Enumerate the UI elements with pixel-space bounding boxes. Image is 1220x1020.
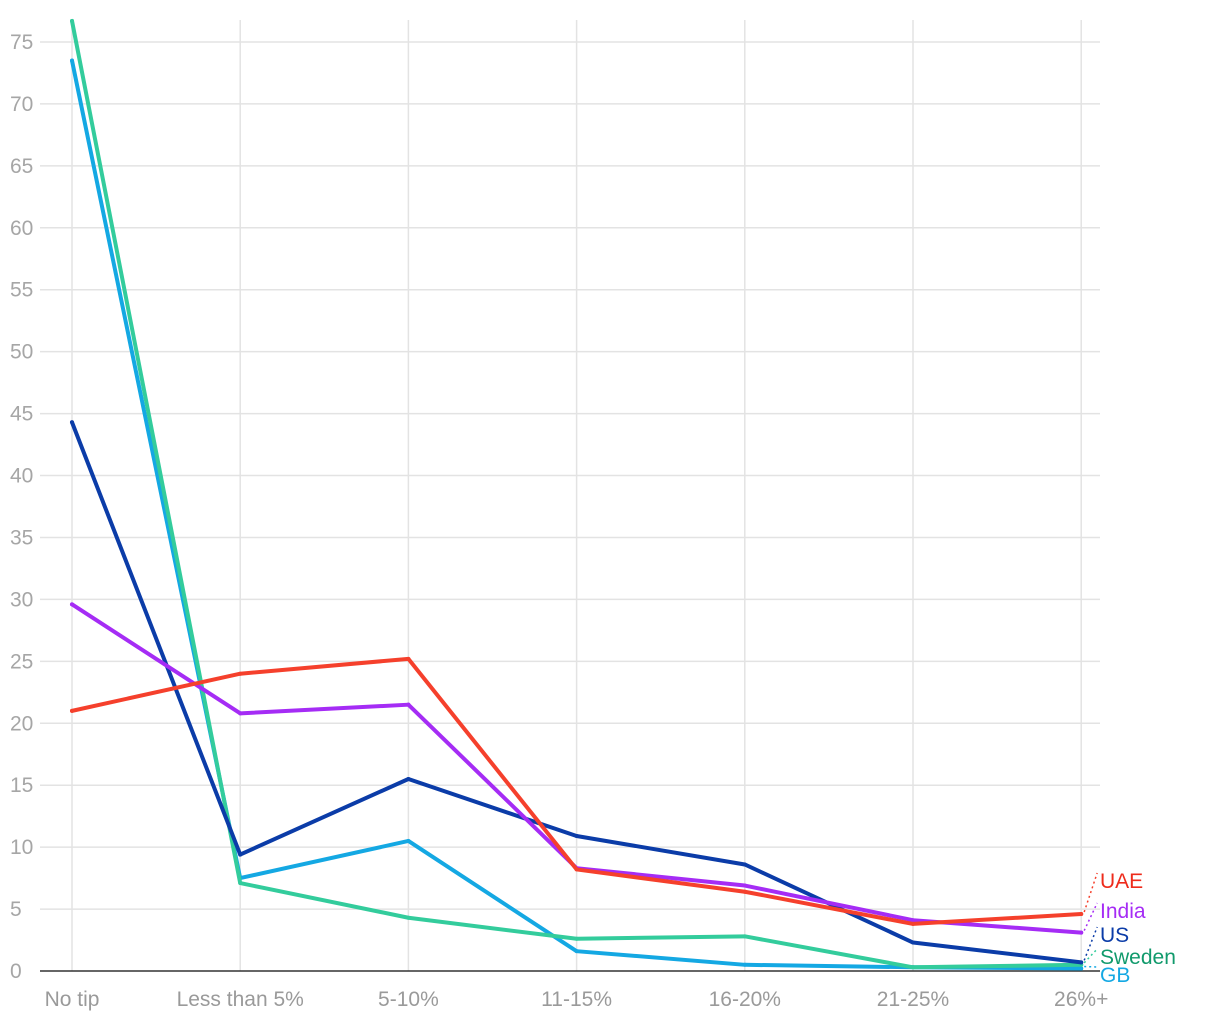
data-point-uae [406, 656, 411, 661]
data-point-uae [238, 671, 243, 676]
data-point-us [238, 852, 243, 857]
data-point-us [742, 862, 747, 867]
data-point-india [238, 711, 243, 716]
y-tick-label: 40 [10, 465, 33, 488]
x-tick-label: 21-25% [877, 988, 949, 1011]
label-leader-india [1083, 902, 1098, 931]
data-point-uae [742, 889, 747, 894]
data-point-uae [574, 867, 579, 872]
data-point-gb [406, 838, 411, 843]
y-tick-label: 45 [10, 403, 33, 426]
series-label-us: US [1100, 924, 1129, 947]
data-point-uae [911, 921, 915, 926]
gridlines [40, 20, 1100, 971]
data-point-sweden [574, 936, 579, 941]
y-tick-label: 10 [10, 836, 33, 859]
data-point-sweden [742, 934, 747, 939]
data-point-us [406, 777, 411, 782]
x-tick-label: 16-20% [709, 988, 781, 1011]
series-label-india: India [1100, 900, 1146, 923]
data-point-us [70, 420, 74, 425]
y-tick-label: 35 [10, 526, 33, 549]
y-tick-label: 50 [10, 341, 33, 364]
data-point-us [574, 833, 579, 838]
data-point-us [1079, 960, 1084, 965]
x-axis-ticks: No tip Less than 5% 5-10% 11-15% 16-20% 21-25… [45, 988, 1109, 1011]
x-tick-label: 11-15% [541, 988, 612, 1011]
data-point-gb [742, 962, 747, 967]
data-point-gb [574, 949, 579, 954]
data-point-sweden [911, 965, 915, 970]
x-tick-label: No tip [45, 988, 100, 1011]
data-point-us [911, 940, 915, 945]
y-tick-label: 25 [10, 650, 33, 673]
data-point-gb [1079, 966, 1084, 971]
label-leader-sweden [1083, 948, 1098, 964]
y-axis-ticks: 0 5 10 15 20 25 30 35 40 45 50 55 60 65 70 75 [10, 31, 33, 983]
data-point-india [911, 918, 915, 923]
x-tick-label: Less than 5% [177, 988, 304, 1011]
data-point-india [406, 702, 411, 707]
y-tick-label: 5 [10, 898, 22, 921]
y-tick-label: 20 [10, 712, 33, 735]
data-point-india [742, 883, 747, 888]
y-tick-label: 15 [10, 774, 33, 797]
y-tick-label: 65 [10, 155, 33, 178]
data-point-uae [70, 708, 74, 713]
series-label-sweden: Sweden [1100, 946, 1176, 969]
data-point-sweden [70, 18, 74, 23]
y-tick-label: 30 [10, 588, 33, 611]
y-tick-label: 70 [10, 93, 33, 116]
y-tick-label: 75 [10, 31, 33, 54]
data-point-india [1079, 930, 1084, 935]
data-point-uae [1079, 912, 1084, 917]
y-tick-label: 55 [10, 279, 33, 302]
y-tick-label: 0 [10, 960, 22, 983]
label-leader-uae [1083, 872, 1098, 913]
data-point-india [70, 602, 74, 607]
data-point-sweden [238, 881, 243, 886]
x-tick-label: 26%+ [1054, 988, 1108, 1011]
label-leader-us [1083, 926, 1098, 961]
y-tick-label: 60 [10, 217, 33, 240]
series-label-gb: GB [1100, 964, 1130, 987]
series-label-uae: UAE [1100, 870, 1143, 893]
series-lines [70, 18, 1084, 971]
x-tick-label: 5-10% [378, 988, 439, 1011]
data-point-sweden [406, 915, 411, 920]
data-point-gb [70, 58, 74, 63]
